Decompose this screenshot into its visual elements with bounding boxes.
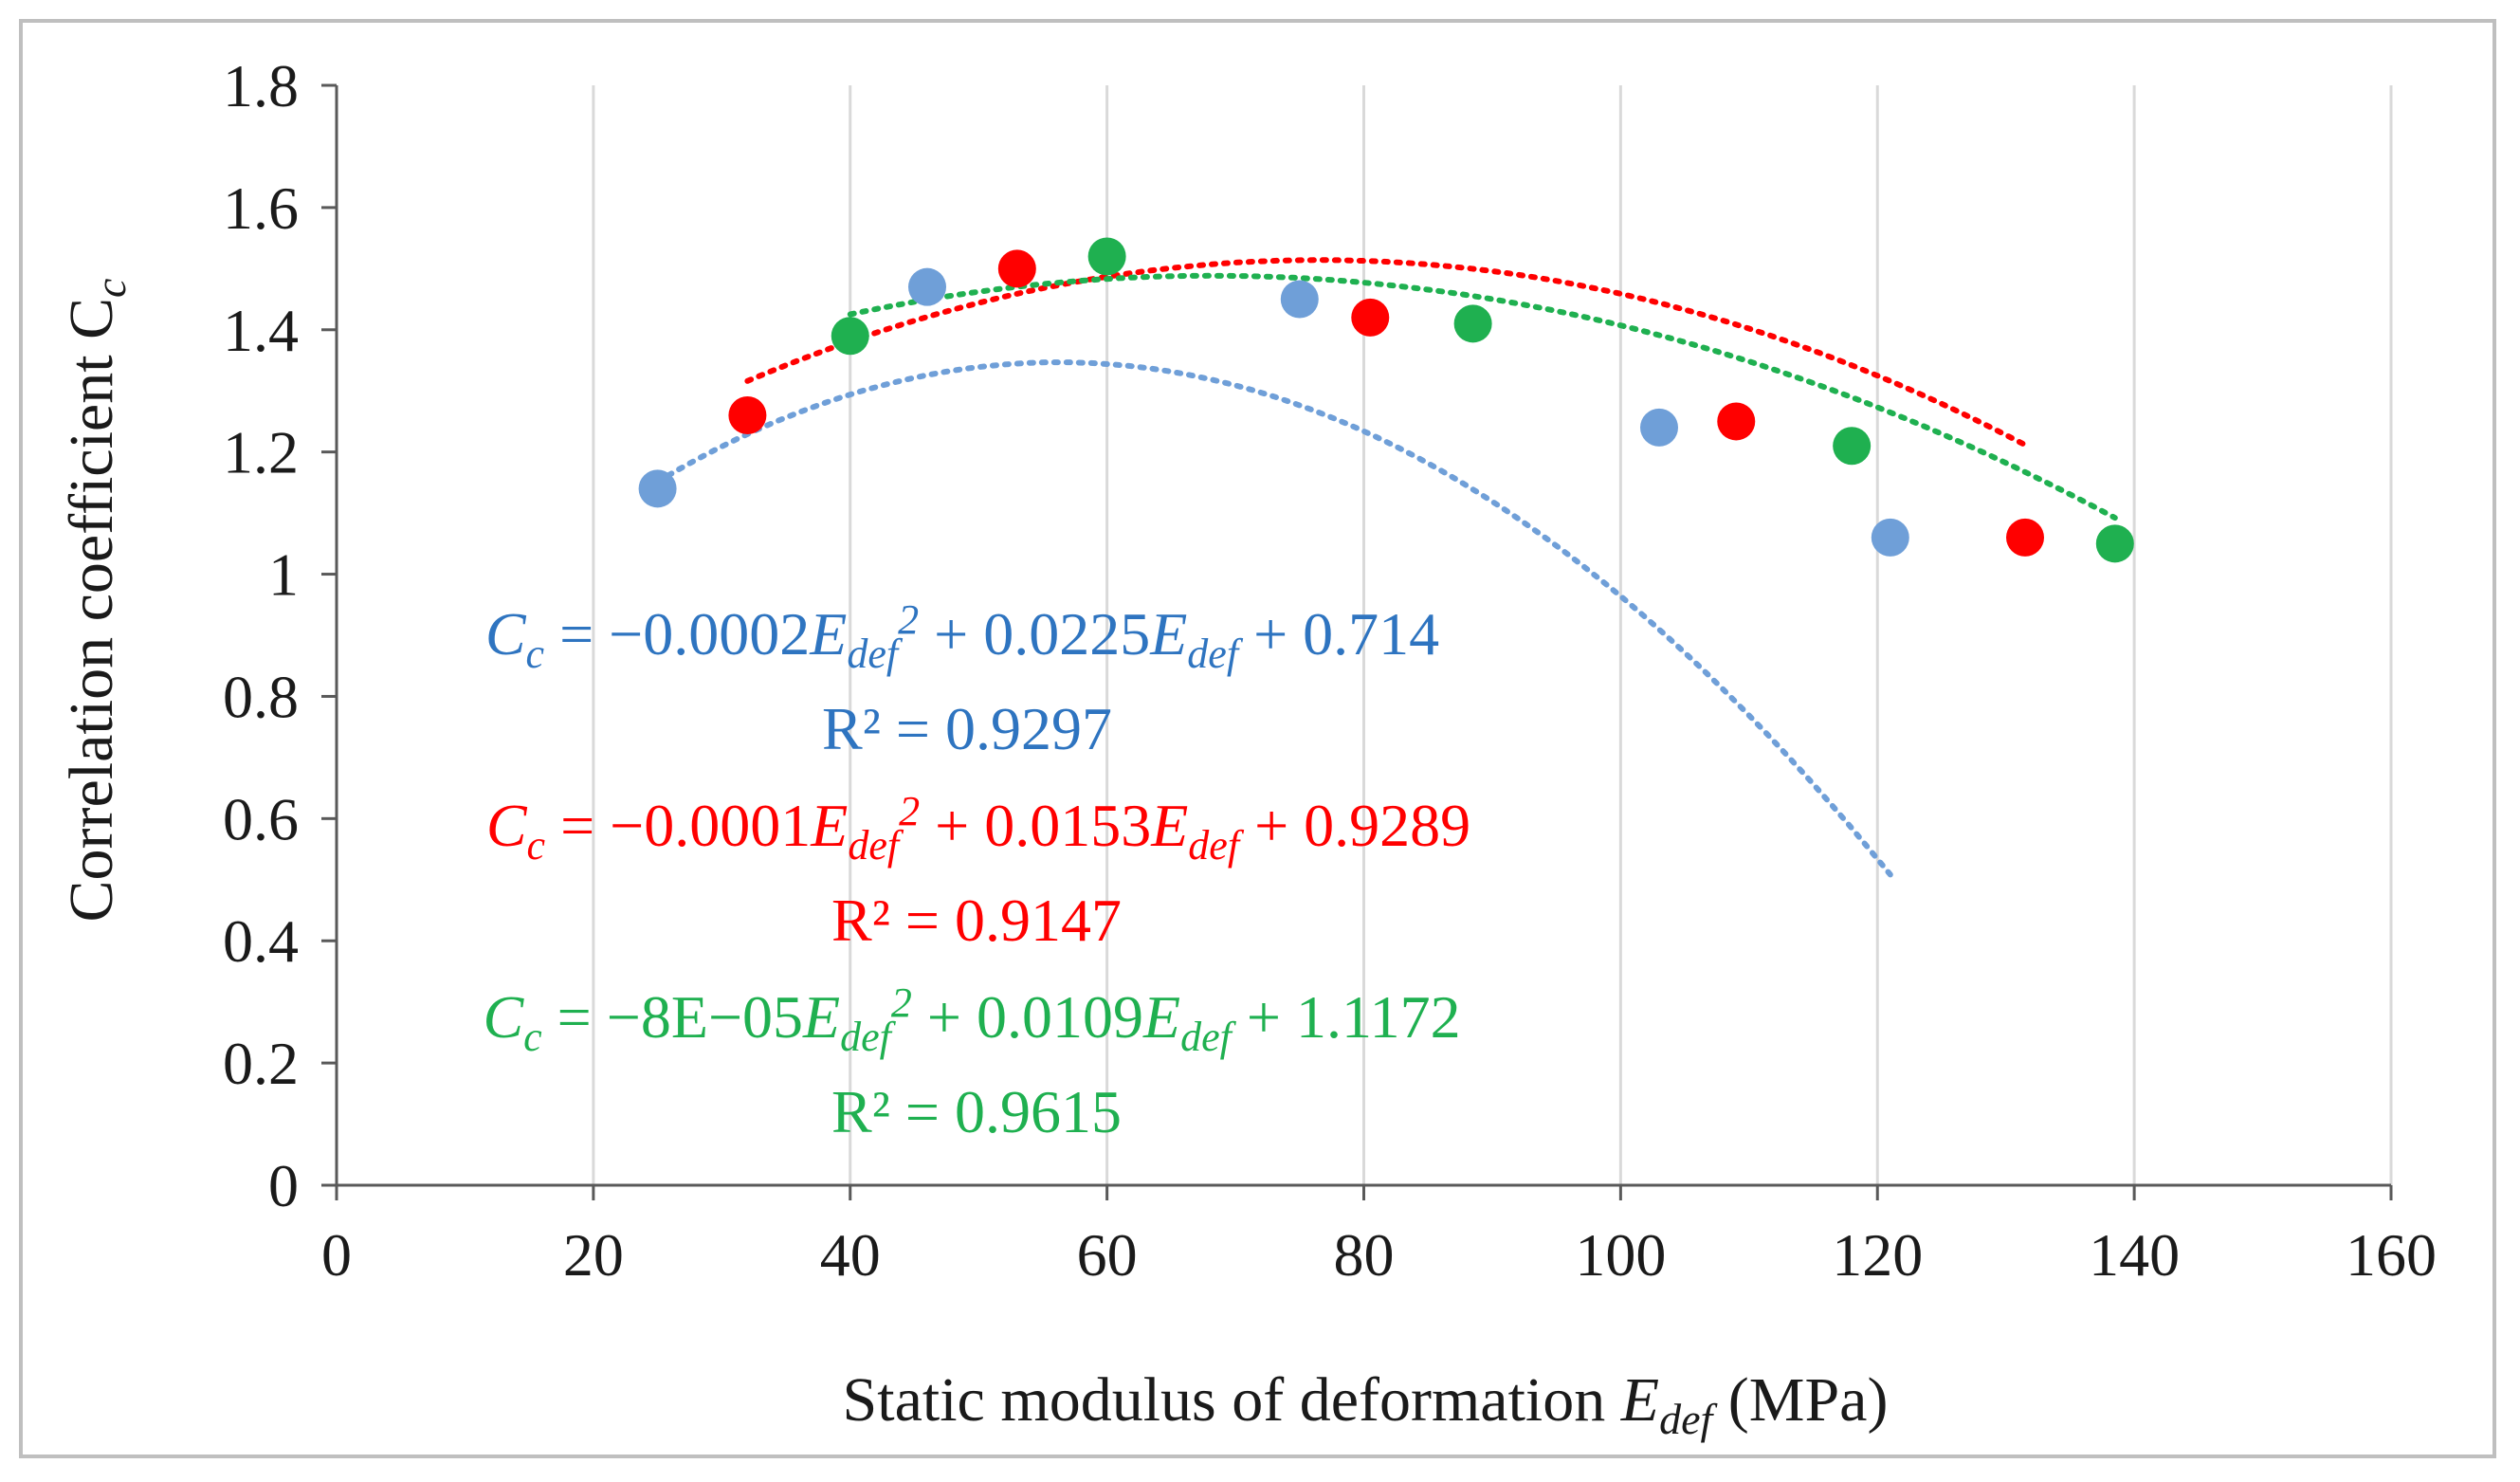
y-tick-label: 1.2 — [223, 419, 299, 486]
data-point-red — [2006, 518, 2045, 557]
y-title-sub: c — [86, 279, 135, 298]
x-title-sub: def — [1659, 1395, 1718, 1443]
y-tick-labels: 0 0.2 0.4 0.6 0.8 1 1.2 1.4 1.6 1.8 — [223, 52, 299, 1219]
eq-sup: 2 — [891, 979, 912, 1026]
x-tick-label: 160 — [2346, 1221, 2437, 1289]
x-tick-label: 100 — [1575, 1221, 1666, 1289]
chart-frame — [19, 19, 2496, 1458]
y-axis-title: Correlation coefficient Cc — [57, 279, 135, 923]
x-tick-label: 0 — [321, 1221, 352, 1289]
eq-var: E — [810, 792, 848, 859]
x-tick-label: 120 — [1832, 1221, 1923, 1289]
trendline-red — [744, 257, 2028, 448]
y-tick-label: 1.4 — [223, 297, 299, 364]
equation-blue: Cc = −0.0002Edef2 + 0.0225Edef + 0.714 — [485, 596, 1439, 677]
data-point-red — [1351, 298, 1390, 337]
r-squared-green: R² = 0.9615 — [831, 1078, 1122, 1145]
eq-lhs: C — [485, 600, 527, 668]
y-tick-label: 0.6 — [223, 785, 299, 852]
eq-var: E — [1149, 600, 1187, 668]
data-point-blue — [1280, 280, 1319, 319]
eq-var-sub: def — [847, 631, 904, 677]
y-tick-label: 0.4 — [223, 907, 299, 975]
axes — [321, 83, 2393, 1200]
eq-lhs-sub: c — [527, 822, 546, 869]
eq-var-sub: def — [1180, 1014, 1237, 1060]
eq-var-sub: def — [848, 822, 904, 869]
eq-lhs: C — [486, 792, 528, 859]
y-tick-label: 0.8 — [223, 663, 299, 730]
eq-lhs-sub: c — [523, 1014, 542, 1060]
r-squared-red: R² = 0.9147 — [831, 887, 1122, 954]
trendline-green — [847, 272, 2118, 521]
eq-part3: + 1.1172 — [1232, 983, 1461, 1051]
x-tick-label: 60 — [1077, 1221, 1138, 1289]
eq-part3: + 0.714 — [1238, 600, 1439, 668]
equation-red: Cc = −0.0001Edef2 + 0.0153Edef + 0.9289 — [486, 788, 1470, 869]
data-point-green — [1087, 237, 1126, 276]
data-point-green — [2095, 524, 2134, 563]
y-tick-label: 1 — [268, 541, 299, 609]
data-point-blue — [638, 469, 677, 508]
eq-lhs: C — [483, 983, 524, 1051]
eq-var: E — [809, 600, 847, 668]
eq-var: E — [1142, 983, 1180, 1051]
eq-part1: = −0.0001 — [545, 792, 811, 859]
data-point-green — [1453, 304, 1492, 343]
eq-var-sub: def — [1188, 822, 1245, 869]
data-point-red — [728, 396, 767, 434]
r-squared-blue: R² = 0.9297 — [822, 695, 1112, 762]
eq-part1: = −8E−05 — [542, 983, 803, 1051]
trendline-blue — [654, 359, 1893, 878]
eq-part1: = −0.0002 — [544, 600, 810, 668]
x-tick-label: 20 — [563, 1221, 624, 1289]
trendlines — [654, 257, 2118, 878]
data-point-green — [831, 317, 869, 356]
eq-var-sub: def — [840, 1014, 897, 1060]
y-tick-label: 1.8 — [223, 52, 299, 119]
data-points — [638, 237, 2134, 563]
eq-var: E — [1150, 792, 1188, 859]
x-tick-label: 80 — [1334, 1221, 1395, 1289]
data-point-blue — [1871, 518, 1909, 557]
eq-var: E — [802, 983, 840, 1051]
x-title-symbol: E — [1620, 1365, 1659, 1435]
eq-part2: + 0.0225 — [919, 600, 1150, 668]
grid — [592, 85, 2393, 1185]
y-tick-label: 0.2 — [223, 1030, 299, 1097]
y-tick-label: 1.6 — [223, 174, 299, 242]
x-title-suffix: (MPa) — [1712, 1365, 1888, 1435]
data-point-red — [997, 249, 1036, 288]
eq-part3: + 0.9289 — [1239, 792, 1470, 859]
x-axis-title: Static modulus of deformation Edef (MPa) — [843, 1365, 1889, 1443]
y-tick-label: 0 — [268, 1152, 299, 1219]
eq-sup: 2 — [899, 788, 920, 834]
data-point-blue — [908, 267, 947, 306]
equation-green: Cc = −8E−05Edef2 + 0.0109Edef + 1.1172 — [483, 979, 1460, 1060]
data-point-red — [1717, 402, 1756, 441]
x-title-prefix: Static modulus of deformation — [843, 1365, 1621, 1435]
x-tick-label: 40 — [820, 1221, 881, 1289]
eq-part2: + 0.0109 — [912, 983, 1143, 1051]
eq-part2: + 0.0153 — [920, 792, 1151, 859]
x-tick-labels: 0 20 40 60 80 100 120 140 160 — [321, 1221, 2437, 1289]
data-point-green — [1833, 427, 1872, 466]
eq-sup: 2 — [898, 596, 919, 643]
eq-lhs-sub: c — [526, 631, 545, 677]
y-title-prefix: Correlation coefficient C — [57, 298, 126, 923]
eq-var-sub: def — [1187, 631, 1244, 677]
data-point-blue — [1640, 408, 1679, 447]
x-tick-label: 140 — [2089, 1221, 2180, 1289]
